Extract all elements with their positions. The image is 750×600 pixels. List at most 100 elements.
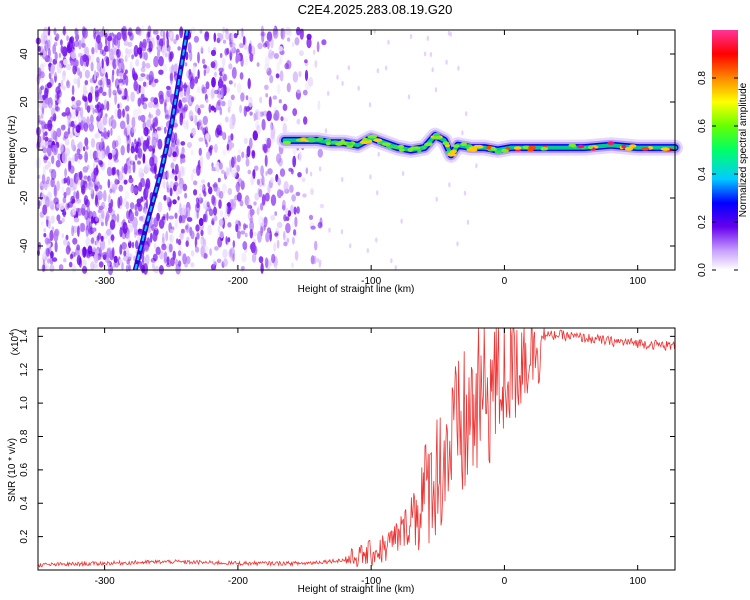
noise-speckle xyxy=(117,103,120,109)
noise-speckle xyxy=(62,26,66,36)
y-tick-label: -20 xyxy=(19,190,30,205)
noise-speckle xyxy=(122,79,126,86)
noise-speckle xyxy=(184,62,188,67)
noise-speckle xyxy=(57,153,61,161)
noise-speckle xyxy=(194,236,198,249)
x-tick-label: 0 xyxy=(502,276,508,287)
noise-speckle xyxy=(257,204,260,217)
noise-speckle xyxy=(250,209,255,216)
noise-speckle xyxy=(244,232,248,238)
noise-speckle xyxy=(92,227,97,232)
noise-speckle xyxy=(55,106,60,112)
noise-speckle xyxy=(256,124,261,135)
noise-speckle xyxy=(264,154,268,167)
noise-speckle xyxy=(61,178,64,185)
noise-speckle xyxy=(291,262,294,269)
noise-speckle xyxy=(270,177,275,183)
noise-speckle xyxy=(180,153,186,160)
noise-speckle xyxy=(285,60,292,70)
noise-speckle xyxy=(54,51,58,61)
noise-speckle xyxy=(89,114,94,124)
noise-speckle xyxy=(101,201,105,210)
noise-speckle xyxy=(150,166,155,172)
noise-speckle xyxy=(77,67,81,76)
noise-speckle xyxy=(138,216,144,221)
noise-speckle xyxy=(375,237,378,243)
noise-speckle xyxy=(179,202,182,214)
noise-speckle xyxy=(235,181,240,193)
noise-speckle xyxy=(119,227,123,238)
noise-speckle xyxy=(44,123,49,130)
noise-speckle xyxy=(93,27,97,40)
noise-speckle xyxy=(168,202,171,212)
noise-speckle xyxy=(195,224,200,232)
noise-speckle xyxy=(217,177,221,183)
noise-speckle xyxy=(197,51,200,64)
noise-speckle xyxy=(173,184,177,192)
noise-speckle xyxy=(40,221,44,226)
noise-speckle xyxy=(182,183,188,192)
noise-speckle xyxy=(68,178,74,188)
noise-speckle xyxy=(49,229,54,242)
noise-speckle xyxy=(162,232,165,243)
noise-speckle xyxy=(118,72,124,77)
noise-speckle xyxy=(157,49,160,59)
noise-speckle xyxy=(197,107,201,115)
noise-speckle xyxy=(55,86,61,95)
noise-speckle xyxy=(218,67,224,73)
noise-speckle xyxy=(377,151,380,157)
noise-speckle xyxy=(77,77,81,89)
noise-speckle xyxy=(172,151,177,158)
noise-speckle xyxy=(44,131,48,137)
noise-speckle xyxy=(310,188,314,196)
noise-speckle xyxy=(94,133,98,139)
y-tick-label: 40 xyxy=(19,48,30,60)
noise-speckle xyxy=(308,214,314,220)
noise-speckle xyxy=(246,145,251,158)
noise-speckle xyxy=(90,237,95,245)
noise-speckle xyxy=(324,128,328,134)
chart-title: C2E4.2025.283.08.19.G20 xyxy=(298,2,453,17)
noise-speckle xyxy=(139,50,143,59)
noise-speckle xyxy=(131,241,135,249)
noise-speckle xyxy=(277,84,281,95)
noise-speckle xyxy=(43,228,46,233)
noise-speckle xyxy=(118,184,124,192)
noise-speckle xyxy=(181,146,185,155)
noise-speckle xyxy=(137,147,143,159)
signal-band-blob xyxy=(359,140,370,145)
noise-speckle xyxy=(105,56,110,67)
noise-speckle xyxy=(170,84,175,90)
noise-speckle xyxy=(143,140,147,146)
noise-speckle xyxy=(99,212,105,223)
noise-speckle xyxy=(81,36,85,48)
noise-speckle xyxy=(266,110,272,122)
colorbar: 0.0 0.2 0.4 0.6 0.8 Normalized spectral ampl… xyxy=(697,30,749,277)
noise-speckle xyxy=(74,28,79,37)
noise-speckle xyxy=(141,61,146,69)
noise-speckle xyxy=(107,130,110,138)
noise-speckle xyxy=(219,76,222,88)
noise-speckle xyxy=(73,191,77,199)
noise-speckle xyxy=(142,102,148,110)
noise-speckle xyxy=(273,112,279,121)
noise-speckle xyxy=(164,99,168,107)
noise-speckle xyxy=(249,137,253,149)
noise-speckle xyxy=(191,96,195,103)
noise-speckle xyxy=(63,191,67,199)
noise-speckle xyxy=(226,206,231,217)
y-tick-label: 0.8 xyxy=(19,429,30,443)
noise-speckle xyxy=(169,52,173,62)
noise-speckle xyxy=(90,86,94,95)
signal-band-blob xyxy=(468,148,478,152)
noise-speckle xyxy=(134,204,138,211)
noise-speckle xyxy=(185,240,189,248)
noise-speckle xyxy=(103,190,107,202)
noise-speckle xyxy=(264,192,270,202)
noise-speckle xyxy=(198,217,204,227)
noise-speckle xyxy=(43,26,49,38)
noise-speckle xyxy=(166,212,169,221)
noise-speckle xyxy=(298,50,304,57)
noise-speckle xyxy=(387,39,390,45)
noise-speckle xyxy=(89,211,93,218)
